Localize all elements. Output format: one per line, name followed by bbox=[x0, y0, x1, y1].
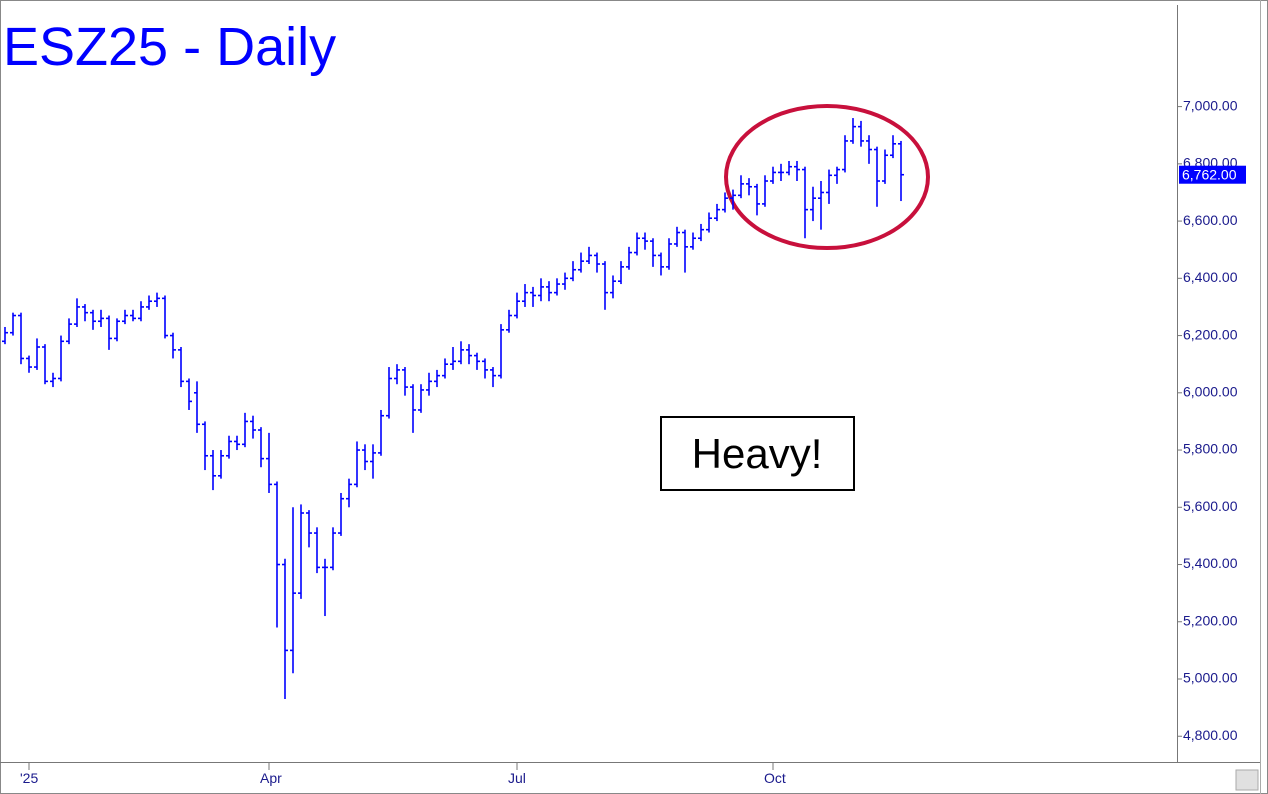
last-price-label: 6,762.00 bbox=[1182, 166, 1237, 182]
annotation: Heavy! bbox=[692, 430, 823, 477]
y-tick-label: 5,200.00 bbox=[1183, 612, 1238, 628]
y-tick-label: 6,000.00 bbox=[1183, 384, 1238, 400]
x-tick-label: '25 bbox=[20, 770, 38, 786]
y-tick-label: 6,400.00 bbox=[1183, 269, 1238, 285]
y-tick-label: 5,400.00 bbox=[1183, 555, 1238, 571]
highlight-ellipse bbox=[724, 104, 930, 250]
y-tick-label: 6,200.00 bbox=[1183, 326, 1238, 342]
x-tick-label: Apr bbox=[260, 770, 282, 786]
y-tick-label: 7,000.00 bbox=[1183, 97, 1238, 113]
x-tick-label: Jul bbox=[508, 770, 526, 786]
scroll-box bbox=[1235, 769, 1259, 791]
last-price-box bbox=[1179, 165, 1246, 184]
y-tick-label: 5,000.00 bbox=[1183, 670, 1238, 686]
chart-title: ESZ25 - Daily bbox=[3, 17, 336, 77]
annotation-box bbox=[660, 416, 855, 491]
y-tick-label: 4,800.00 bbox=[1183, 727, 1238, 743]
x-tick-label: Oct bbox=[764, 770, 786, 786]
y-tick-label: 6,600.00 bbox=[1183, 212, 1238, 228]
y-tick-label: 5,600.00 bbox=[1183, 498, 1238, 514]
y-tick-label: 5,800.00 bbox=[1183, 441, 1238, 457]
